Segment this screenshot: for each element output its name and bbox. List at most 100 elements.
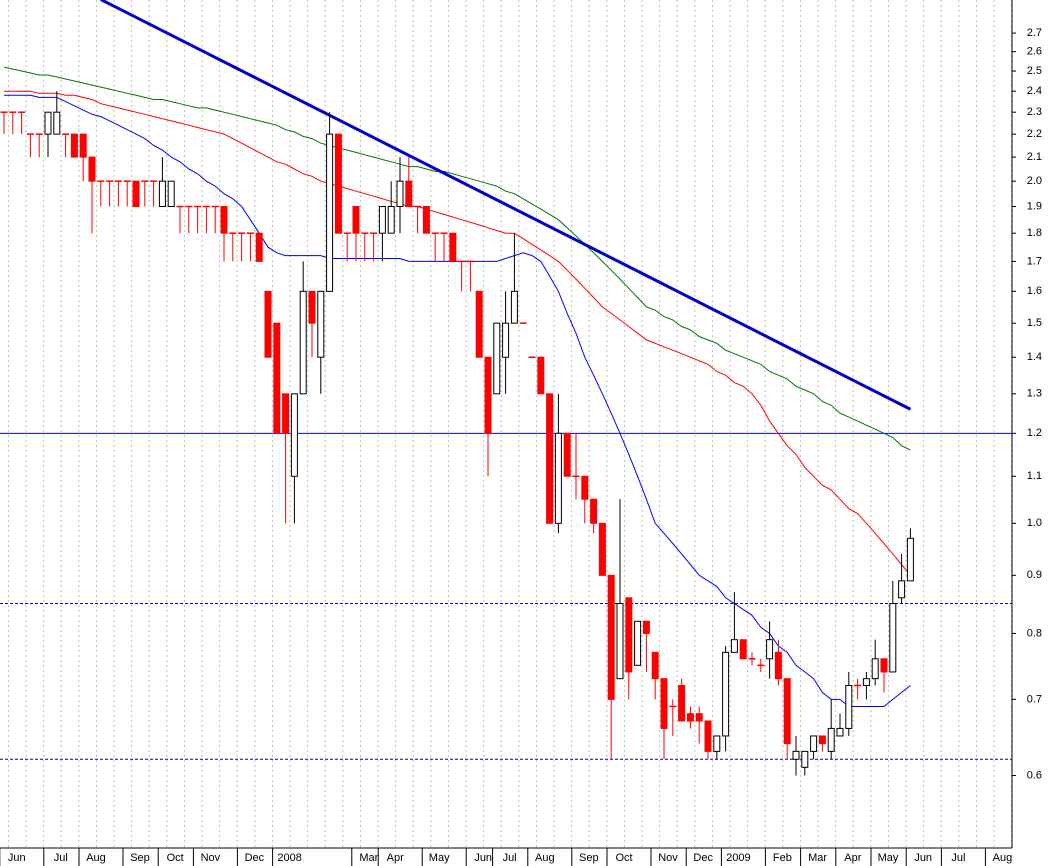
candle-body [396, 180, 404, 208]
candle-body [695, 713, 703, 722]
x-tick-label: Jul [951, 852, 965, 864]
candle-body [387, 206, 395, 234]
candle-body [405, 180, 413, 208]
candle-body [88, 156, 96, 182]
x-tick-label: Nov [658, 852, 678, 864]
x-tick-label: Oct [615, 852, 632, 864]
x-tick-label: May [429, 852, 450, 864]
candle-body [422, 206, 430, 234]
x-tick-label: Aug [535, 852, 555, 864]
x-tick-label: May [878, 852, 899, 864]
candle-body [686, 713, 694, 722]
candle-body [827, 727, 835, 752]
y-tick-label: 0.7 [1027, 693, 1042, 705]
x-tick-label: Jun [8, 852, 26, 864]
y-tick-label: 1.2 [1027, 427, 1042, 439]
candle-body [871, 658, 879, 680]
candle-body [475, 290, 483, 358]
moving-average-line [3, 66, 911, 451]
candle-body [634, 620, 642, 666]
y-tick-label: 2.4 [1027, 85, 1042, 97]
candle-body [792, 750, 800, 760]
candle-body [308, 290, 316, 324]
y-tick-label: 0.8 [1027, 627, 1042, 639]
y-tick-label: 0.9 [1027, 569, 1042, 581]
candle-body [493, 322, 501, 395]
y-tick-label: 1.5 [1027, 317, 1042, 329]
candle-body [836, 727, 844, 737]
candle-body [898, 580, 906, 599]
y-tick-label: 1.7 [1027, 255, 1042, 267]
x-tick-label: Oct [167, 852, 184, 864]
x-tick-label: Mar [359, 852, 378, 864]
x-tick-label: Apr [387, 852, 404, 864]
y-tick-label: 2.0 [1027, 175, 1042, 187]
y-tick-label: 2.6 [1027, 46, 1042, 58]
candle-body [317, 290, 325, 358]
candle-body [282, 393, 290, 434]
candle-body [616, 603, 624, 680]
candle-body [299, 290, 307, 395]
x-tick-label: Jun [914, 852, 932, 864]
candle-body [642, 620, 650, 634]
x-tick-label: Sep [579, 852, 599, 864]
x-tick-label: Dec [693, 852, 713, 864]
candle-body [766, 639, 774, 660]
x-tick-label: Apr [844, 852, 861, 864]
x-tick-label: Jul [54, 852, 68, 864]
candle-body [290, 393, 298, 477]
candle-body [678, 684, 686, 722]
moving-average-line [4, 94, 911, 707]
candle-body [739, 639, 747, 660]
candle-body [158, 180, 166, 208]
x-tick-label: Jul [503, 852, 517, 864]
candle-body [70, 133, 78, 158]
moving-average-line [4, 90, 911, 576]
y-tick-label: 2.5 [1027, 65, 1042, 77]
y-tick-label: 1.6 [1027, 285, 1042, 297]
candle-body [273, 322, 281, 434]
candle-body [783, 678, 791, 745]
candle-body [607, 574, 615, 700]
candle-body [598, 522, 606, 576]
y-tick-label: 2.7 [1027, 27, 1042, 39]
x-tick-label: Dec [245, 852, 265, 864]
candle-body [255, 232, 263, 262]
y-tick-label: 1.0 [1027, 517, 1042, 529]
candle-body [167, 180, 175, 208]
candle-body [774, 651, 782, 680]
candle-body [625, 597, 633, 673]
candle-body [326, 133, 334, 292]
candle-body [132, 180, 140, 208]
candle-body [537, 356, 545, 395]
candle-body [713, 735, 721, 752]
y-tick-label: 2.3 [1027, 106, 1042, 118]
candle-body [801, 750, 809, 768]
y-tick-label: 1.1 [1027, 470, 1042, 482]
y-tick-label: 2.2 [1027, 128, 1042, 140]
candle-body [880, 658, 888, 673]
candle-body [730, 639, 738, 653]
candle-body [722, 651, 730, 737]
candle-body [44, 111, 52, 135]
candle-body [264, 290, 272, 358]
x-tick-label: 2009 [726, 852, 750, 864]
candle-body [810, 735, 818, 752]
x-tick-label: Aug [993, 852, 1013, 864]
candle-body [484, 356, 492, 434]
y-tick-label: 2.1 [1027, 151, 1042, 163]
candle-body [590, 498, 598, 524]
candle-body [581, 475, 589, 500]
candle-body [449, 232, 457, 262]
x-tick-label: Jun [474, 852, 492, 864]
candle-body [660, 678, 668, 729]
x-tick-label: Feb [773, 852, 792, 864]
candle-body [220, 206, 228, 234]
candle-body [334, 133, 342, 234]
candle-body [546, 393, 554, 524]
candle-body [352, 206, 360, 234]
candle-body [378, 206, 386, 234]
candle-body [818, 735, 826, 745]
